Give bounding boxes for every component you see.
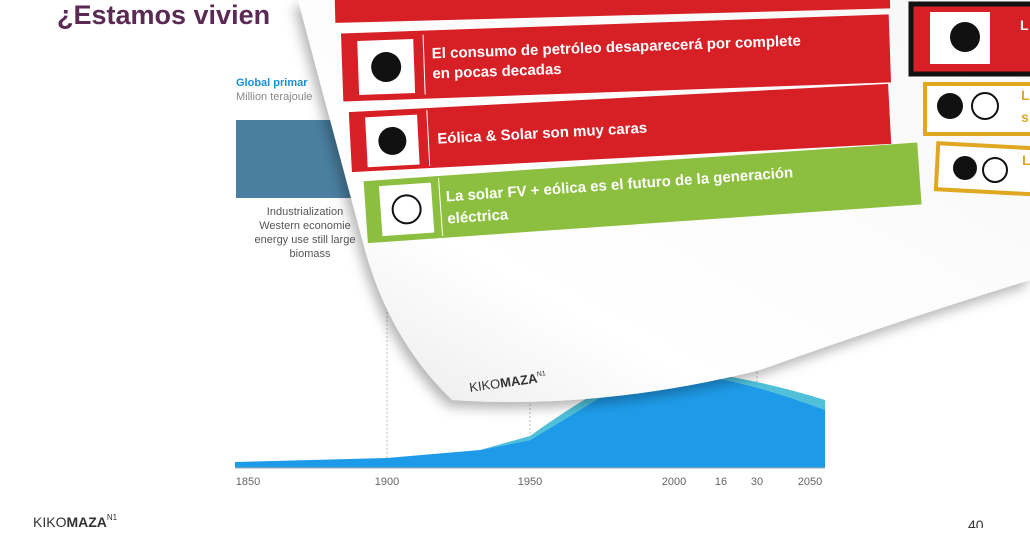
annotation-line: biomass — [290, 248, 331, 260]
chart-title: Global primar — [236, 77, 308, 89]
x-labels: 1850 1900 1950 2000 16 30 2050 — [236, 476, 822, 488]
x-label: 16 — [715, 476, 727, 488]
x-label: 2050 — [798, 476, 822, 488]
side-letter: L — [1020, 17, 1029, 33]
page-number: 40 — [968, 517, 984, 528]
slide-title: ¿Estamos vivien — [57, 0, 270, 30]
x-label: 30 — [751, 476, 763, 488]
banner: La solar FV + eólica es el futuro de la … — [363, 142, 922, 244]
x-label: 1900 — [375, 476, 399, 488]
x-label: 2000 — [662, 476, 686, 488]
banner-partial — [334, 0, 891, 23]
banner: Eólica & Solar son muy caras — [348, 83, 892, 173]
x-label: 1950 — [518, 476, 542, 488]
annotation-line: energy use still large — [255, 234, 356, 246]
x-label: 1850 — [236, 476, 260, 488]
banner: El consumo de petróleo desaparecerá por … — [340, 14, 892, 102]
side-letter: L — [1021, 87, 1030, 103]
area — [235, 374, 825, 468]
banner-text: eléctrica — [447, 206, 510, 227]
annotation-line: Industrialization — [267, 206, 343, 218]
banner-text: en pocas decadas — [432, 61, 562, 82]
annotation-line: Western economie — [259, 220, 351, 232]
footer-logo: KIKOMAZAN1 — [33, 513, 118, 528]
annotation: Industrialization Western economie energ… — [255, 206, 356, 260]
side-letters: L L s L — [1020, 17, 1030, 168]
chart-subtitle: Million terajoule — [236, 91, 312, 103]
side-letter: s — [1021, 109, 1029, 125]
side-letter: L — [1022, 152, 1030, 168]
curl-logo: KIKOMAZAN1 — [468, 369, 547, 395]
